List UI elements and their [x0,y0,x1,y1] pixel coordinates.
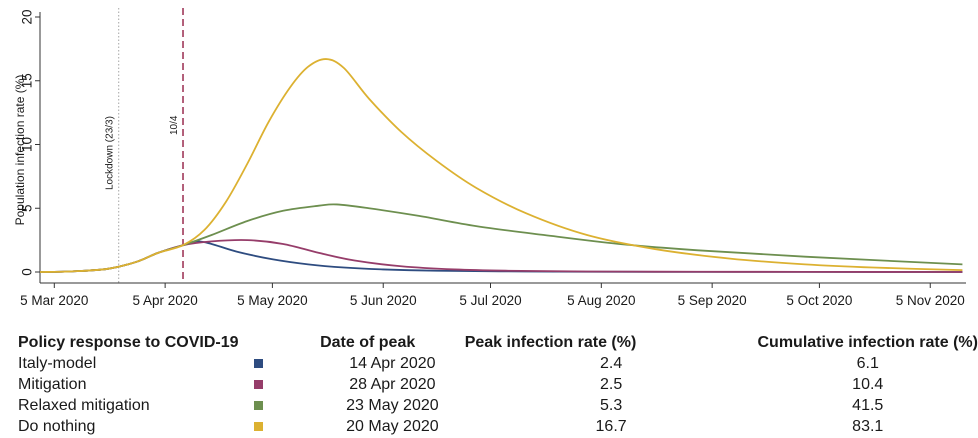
row-cumulative-rate: 41.5 [852,397,884,414]
row-policy: Mitigation [18,376,87,393]
table-header-row: Policy response to COVID-19 Date of peak… [18,332,978,353]
y-axis-title: Population infection rate (%) [13,75,27,226]
series-line-mitigation [39,239,963,273]
x-tick-label: 5 Apr 2020 [132,293,197,308]
x-tick-label: 5 Oct 2020 [786,293,852,308]
x-tick-label: 5 Sep 2020 [678,293,747,308]
y-tick-label: 0 [20,268,35,276]
table-row: Relaxed mitigation 23 May 2020 5.3 41.5 [18,395,978,416]
x-tick-label: 5 Jul 2020 [459,293,521,308]
row-swatch [254,353,320,374]
row-policy: Do nothing [18,418,96,435]
y-tick-label: 20 [20,9,35,24]
legend-swatch [254,359,264,369]
annotation-label: Lockdown (23/3) [105,116,116,190]
y-tick-label: 5 [20,204,35,212]
row-peak-rate: 2.4 [599,355,623,372]
table-row: Do nothing 20 May 2020 16.7 83.1 [18,416,978,437]
row-swatch [254,395,320,416]
legend-swatch [254,422,264,432]
y-tick-label: 10 [20,137,35,152]
y-tick-label: 15 [20,73,35,88]
row-peak-rate: 5.3 [599,397,623,414]
row-policy: Italy-model [18,355,97,372]
chart-series [39,58,963,273]
annotation-label: 10/4 [169,115,180,135]
series-line-relaxed-mitigation [39,203,963,273]
header-date-of-peak: Date of peak [320,334,416,351]
header-policy: Policy response to COVID-19 [18,334,239,351]
header-cumulative-rate: Cumulative infection rate (%) [757,334,978,351]
row-cumulative-rate: 6.1 [856,355,879,372]
infection-rate-chart: 0 5 10 15 20 5 Mar 2020 5 Apr 2020 5 May 2020 5 … [13,8,966,308]
row-swatch [254,374,320,395]
row-cumulative-rate: 10.4 [852,376,884,393]
header-peak-rate: Peak infection rate (%) [464,334,637,351]
x-tick-label: 5 Nov 2020 [896,293,965,308]
header-swatch [254,332,320,353]
x-tick-label: 5 Mar 2020 [20,293,88,308]
row-date-of-peak: 23 May 2020 [346,397,439,414]
policy-summary-table: Policy response to COVID-19 Date of peak… [18,332,978,437]
x-tick-label: 5 Aug 2020 [567,293,635,308]
chart-axes: 0 5 10 15 20 5 Mar 2020 5 Apr 2020 5 May 2020 5 … [13,9,966,308]
row-peak-rate: 16.7 [595,418,627,435]
row-swatch [254,416,320,437]
row-date-of-peak: 14 Apr 2020 [349,355,436,372]
row-peak-rate: 2.5 [599,376,623,393]
x-tick-label: 5 May 2020 [237,293,308,308]
legend-swatch [254,380,264,390]
series-line-do-nothing [39,58,963,273]
chart-annotations: Lockdown (23/3) 10/4 [105,8,184,283]
row-date-of-peak: 28 Apr 2020 [349,376,436,393]
table-row: Mitigation 28 Apr 2020 2.5 10.4 [18,374,978,395]
row-date-of-peak: 20 May 2020 [346,418,439,435]
row-policy: Relaxed mitigation [18,397,150,414]
row-cumulative-rate: 83.1 [852,418,884,435]
table-row: Italy-model 14 Apr 2020 2.4 6.1 [18,353,978,374]
x-tick-label: 5 Jun 2020 [350,293,417,308]
legend-swatch [254,401,264,411]
